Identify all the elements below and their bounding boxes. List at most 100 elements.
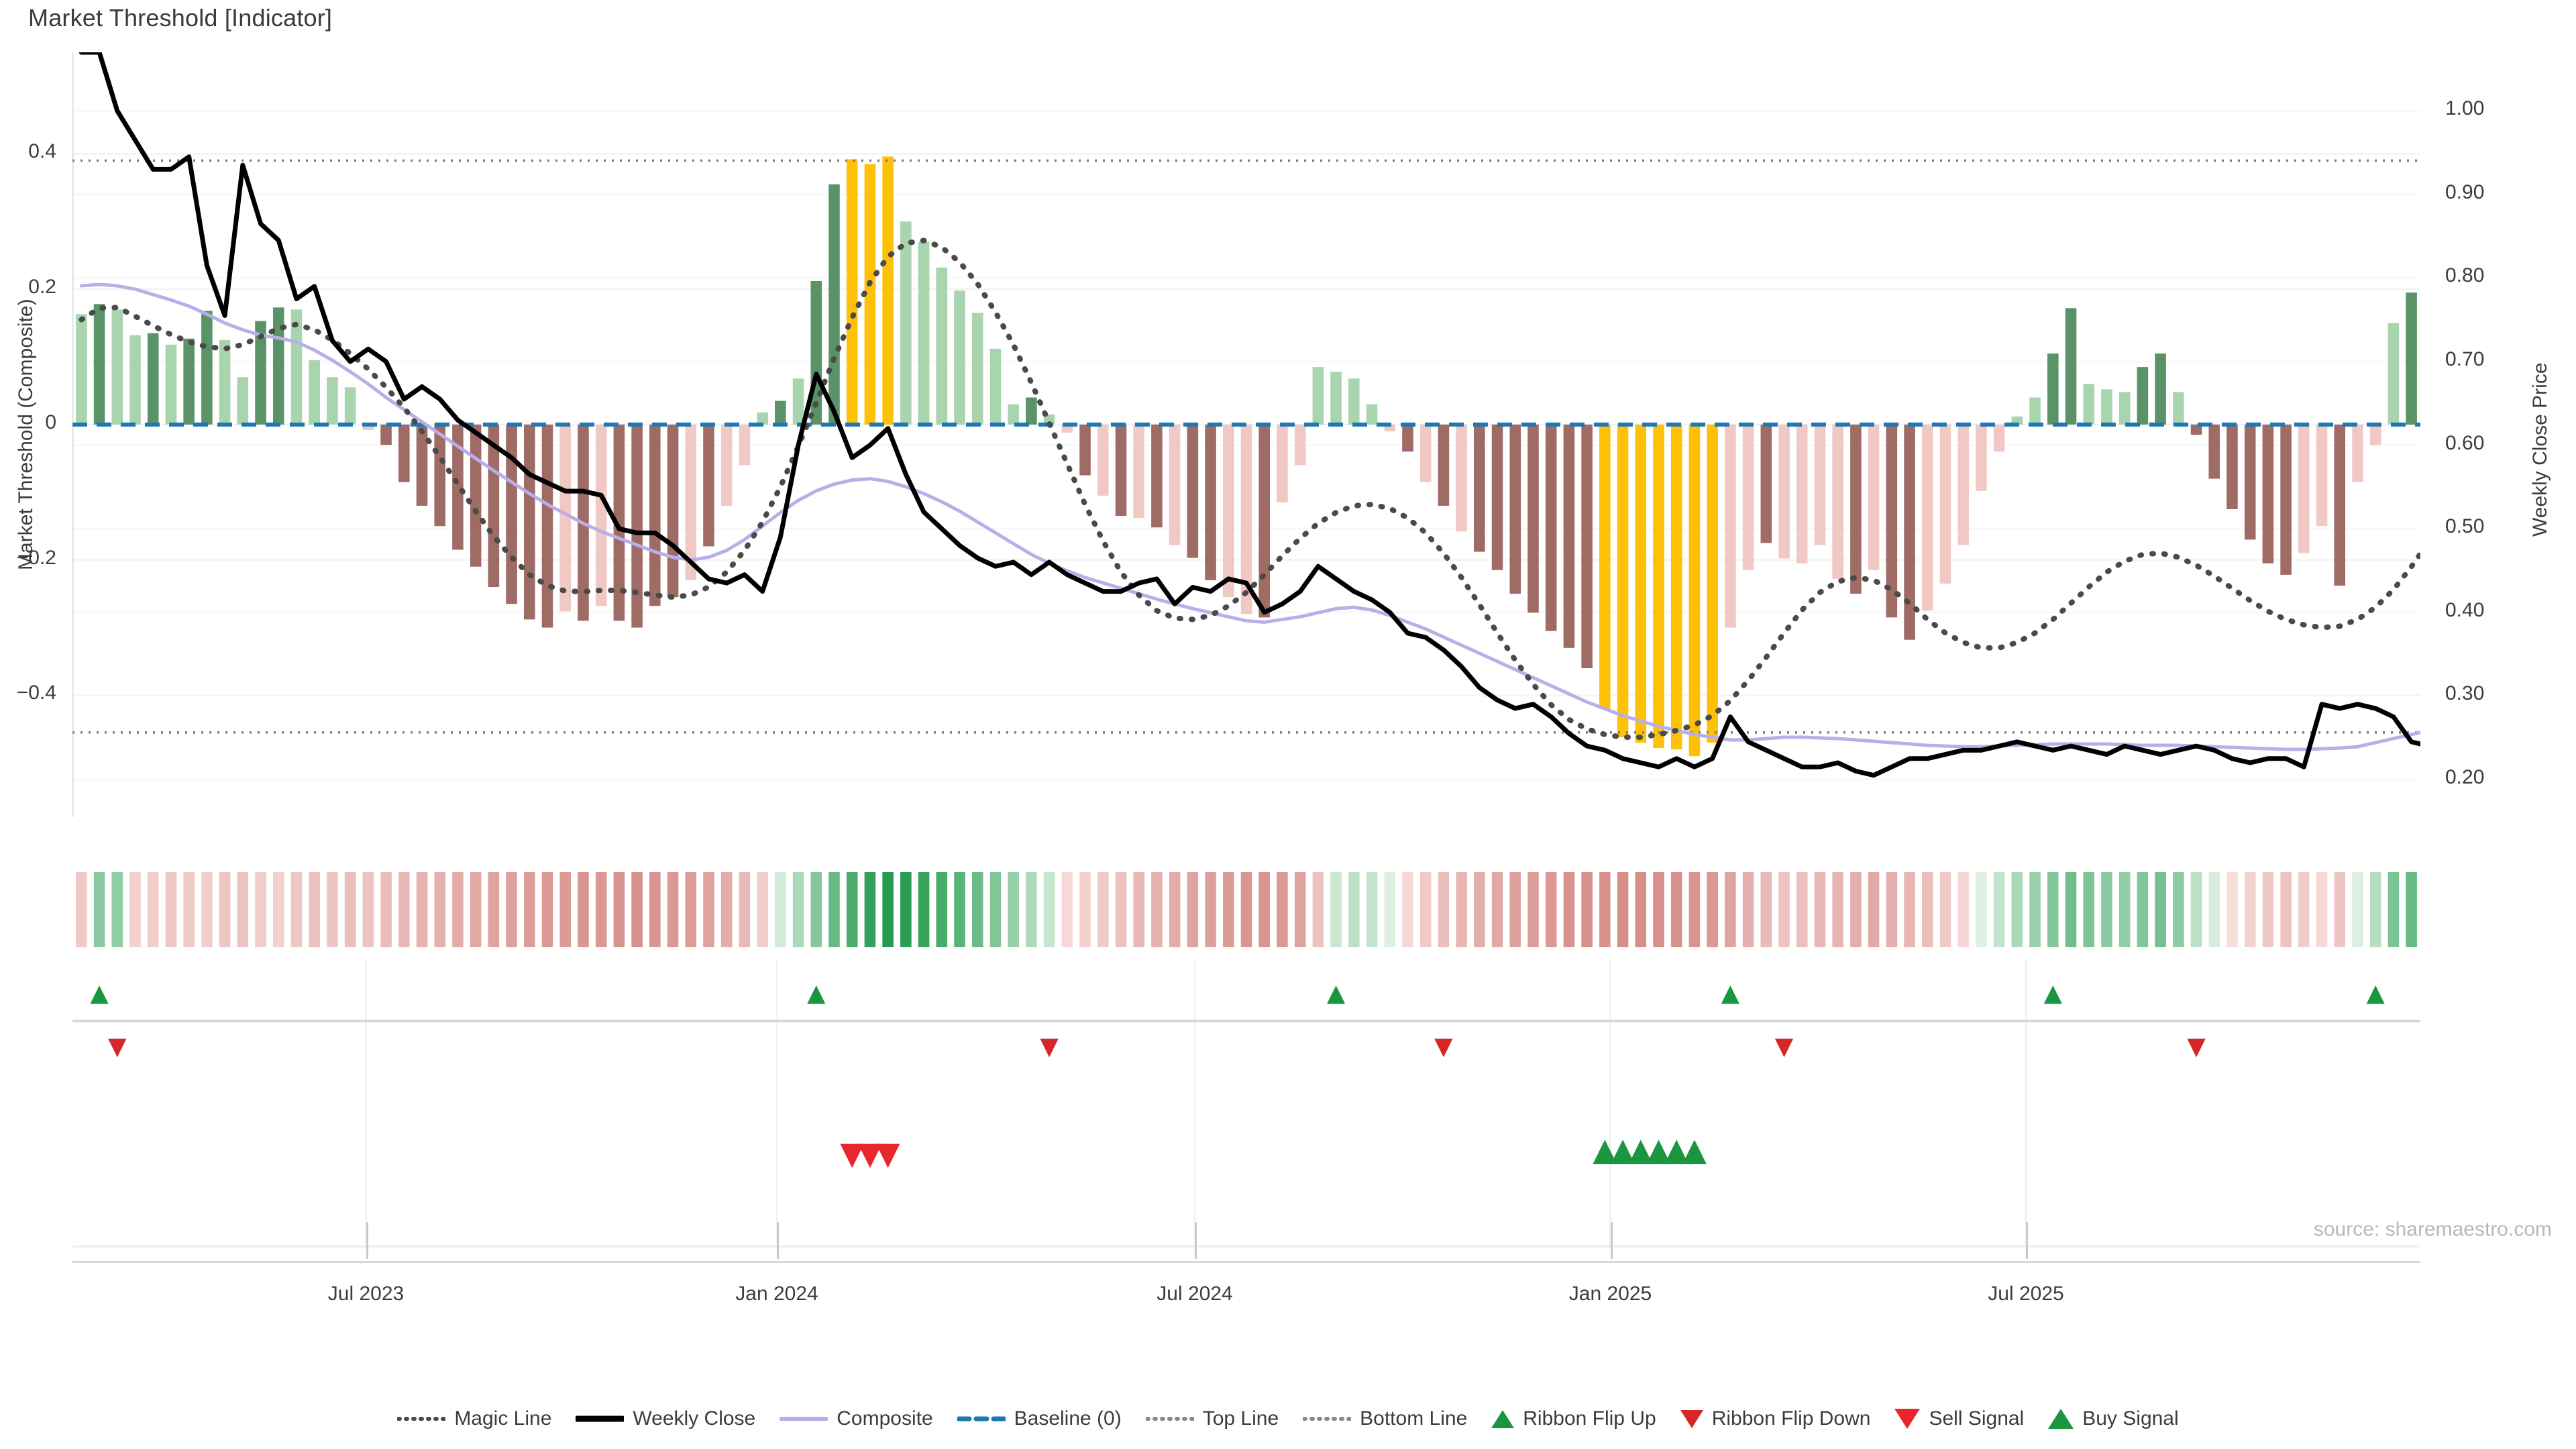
page-title: Market Threshold [Indicator]: [28, 4, 333, 32]
legend-item[interactable]: Magic Line: [396, 1407, 552, 1430]
threshold-bar: [2387, 323, 2400, 425]
right-axis-tick: 0.70: [2445, 347, 2485, 370]
ribbon-cell: [524, 872, 535, 947]
threshold-bar: [2047, 353, 2059, 425]
legend-item[interactable]: Bottom Line: [1302, 1407, 1468, 1430]
sell-signal-marker: [858, 1143, 882, 1168]
ribbon-cell: [416, 872, 428, 947]
threshold-bar: [2208, 424, 2220, 479]
legend-item[interactable]: Baseline (0): [956, 1407, 1122, 1430]
ribbon-cell: [1008, 872, 1019, 947]
signal-marker-svg: [72, 959, 2420, 1248]
legend-item[interactable]: Weekly Close: [574, 1407, 755, 1430]
ribbon-cell: [2047, 872, 2059, 947]
ribbon-cell: [846, 872, 858, 947]
ribbon-cell: [954, 872, 965, 947]
ribbon-flip-up-marker: [2366, 985, 2385, 1004]
threshold-bar: [76, 314, 87, 425]
threshold-bar: [1277, 424, 1288, 502]
ribbon-flip-up-marker: [2043, 985, 2062, 1004]
threshold-bar: [739, 424, 751, 466]
ribbon-cell: [1223, 872, 1234, 947]
ribbon-cell: [882, 872, 894, 947]
x-axis: Jul 2023 Jan 2024 Jul 2024 Jan 2025 Jul 2025: [72, 1222, 2420, 1322]
threshold-bar: [327, 377, 338, 425]
ribbon-cell: [2137, 872, 2149, 947]
legend-label: Top Line: [1202, 1407, 1279, 1430]
left-axis-tick: −0.2: [16, 546, 56, 569]
ribbon-cell: [111, 872, 123, 947]
legend-item[interactable]: Buy Signal: [2048, 1407, 2179, 1430]
threshold-bar: [2065, 308, 2077, 425]
ribbon-cell: [1456, 872, 1467, 947]
ribbon-cell: [1097, 872, 1109, 947]
ribbon-cell: [1976, 872, 1987, 947]
right-axis-tick: 0.40: [2445, 598, 2485, 621]
ribbon-cell: [2029, 872, 2041, 947]
legend-label: Bottom Line: [1360, 1407, 1468, 1430]
ribbon-cell: [1904, 872, 1915, 947]
threshold-bar: [775, 400, 786, 425]
threshold-bar: [1670, 424, 1682, 750]
legend-item[interactable]: Sell Signal: [1894, 1407, 2024, 1430]
legend-label: Magic Line: [454, 1407, 552, 1430]
ribbon-cell: [1993, 872, 2005, 947]
threshold-bar: [1563, 424, 1575, 648]
threshold-bar: [559, 424, 572, 612]
ribbon-cell: [541, 872, 553, 947]
ribbon-cell: [1563, 872, 1575, 947]
ribbon-cell: [93, 872, 105, 947]
threshold-bar: [237, 377, 249, 425]
threshold-bar: [1707, 424, 1718, 743]
ribbon-cell: [1957, 872, 1969, 947]
ribbon-cell: [1491, 872, 1503, 947]
ribbon-cell: [936, 872, 948, 947]
ribbon-cell: [2101, 872, 2112, 947]
threshold-bar: [1832, 424, 1843, 579]
threshold-bar: [1509, 424, 1521, 594]
threshold-bar: [989, 348, 1002, 425]
legend-label: Ribbon Flip Up: [1523, 1407, 1656, 1430]
threshold-bar: [2155, 353, 2166, 425]
threshold-bar: [1384, 424, 1396, 431]
ribbon-cell: [2190, 872, 2202, 947]
ribbon-cell: [2118, 872, 2131, 947]
legend-item[interactable]: Ribbon Flip Down: [1680, 1407, 1871, 1430]
threshold-bar: [2316, 424, 2328, 527]
x-axis-tick-mark: [1195, 1222, 1197, 1259]
threshold-bar: [1545, 424, 1557, 631]
ribbon-cell: [1921, 872, 1933, 947]
ribbon-cell: [2280, 872, 2292, 947]
threshold-bar: [2334, 424, 2346, 586]
ribbon-cell: [1043, 872, 1055, 947]
ribbon-cell: [1384, 872, 1396, 947]
ribbon-cell: [1151, 872, 1163, 947]
legend-item[interactable]: Composite: [779, 1407, 933, 1430]
threshold-bar: [1617, 424, 1629, 737]
buy-signal-marker: [1646, 1140, 1671, 1165]
ribbon-flip-up-marker: [1326, 985, 1346, 1004]
ribbon-cell: [2083, 872, 2095, 947]
threshold-bar: [452, 424, 464, 550]
threshold-bar: [219, 339, 231, 425]
legend-label: Baseline (0): [1014, 1407, 1122, 1430]
right-axis-tick: 0.60: [2445, 431, 2485, 454]
ribbon-cell: [739, 872, 751, 947]
x-axis-tick-label: Jul 2023: [327, 1283, 405, 1305]
ribbon-cell: [1240, 872, 1252, 947]
ribbon-cell: [1527, 872, 1539, 947]
legend-line-swatch: [779, 1411, 829, 1426]
x-axis-tick-label: Jan 2025: [1568, 1283, 1652, 1305]
threshold-bar: [147, 333, 159, 425]
legend-item[interactable]: Top Line: [1144, 1407, 1279, 1430]
threshold-bar: [1635, 424, 1647, 743]
threshold-bar: [936, 267, 948, 425]
legend-label: Ribbon Flip Down: [1711, 1407, 1871, 1430]
ribbon-cell: [1438, 872, 1450, 947]
ribbon-cell: [1653, 872, 1664, 947]
threshold-bar: [1850, 424, 1862, 594]
threshold-bar: [434, 424, 445, 527]
ribbon-cell: [757, 872, 768, 947]
legend-item[interactable]: Ribbon Flip Up: [1491, 1407, 1656, 1430]
ribbon-cell: [1187, 872, 1199, 947]
